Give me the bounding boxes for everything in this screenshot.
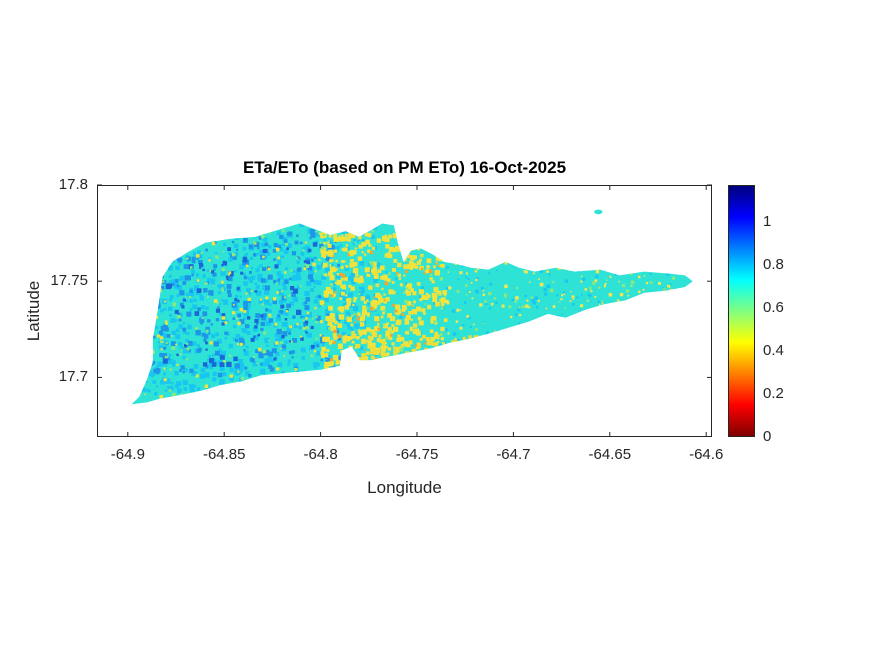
y-tick-label: 17.8 — [58, 176, 88, 193]
colorbar — [728, 185, 755, 437]
x-tick-label: -64.6 — [689, 446, 724, 463]
colorbar-tick-label: 0 — [763, 428, 772, 445]
tick-marks — [97, 184, 712, 437]
x-tick-label: -64.85 — [202, 446, 246, 463]
colorbar-tick-label: 1 — [763, 212, 772, 230]
x-tick-label: -64.8 — [303, 446, 338, 463]
lagoon-hole — [339, 346, 360, 380]
colorbar-tick-label: 0.2 — [763, 384, 784, 402]
x-tick-label: -64.75 — [395, 446, 439, 463]
x-tick-label: -64.7 — [496, 446, 531, 463]
x-tick-label: -64.9 — [110, 446, 145, 463]
colorbar-tick-label: 0.8 — [763, 255, 784, 273]
y-tick-label: 17.7 — [58, 368, 88, 386]
chart-title: ETa/ETo (based on PM ETo) 16-Oct-2025 — [242, 158, 567, 177]
colorbar-tick-label: 0.4 — [763, 341, 784, 359]
x-tick-label: -64.65 — [588, 446, 632, 463]
y-tick-label: 17.75 — [50, 272, 88, 290]
offshore-islet — [594, 209, 603, 215]
x-axis-label: Longitude — [367, 478, 442, 497]
axis-box — [97, 185, 712, 437]
island-raster — [131, 223, 693, 405]
colorbar-tick-label: 0.6 — [763, 298, 784, 316]
